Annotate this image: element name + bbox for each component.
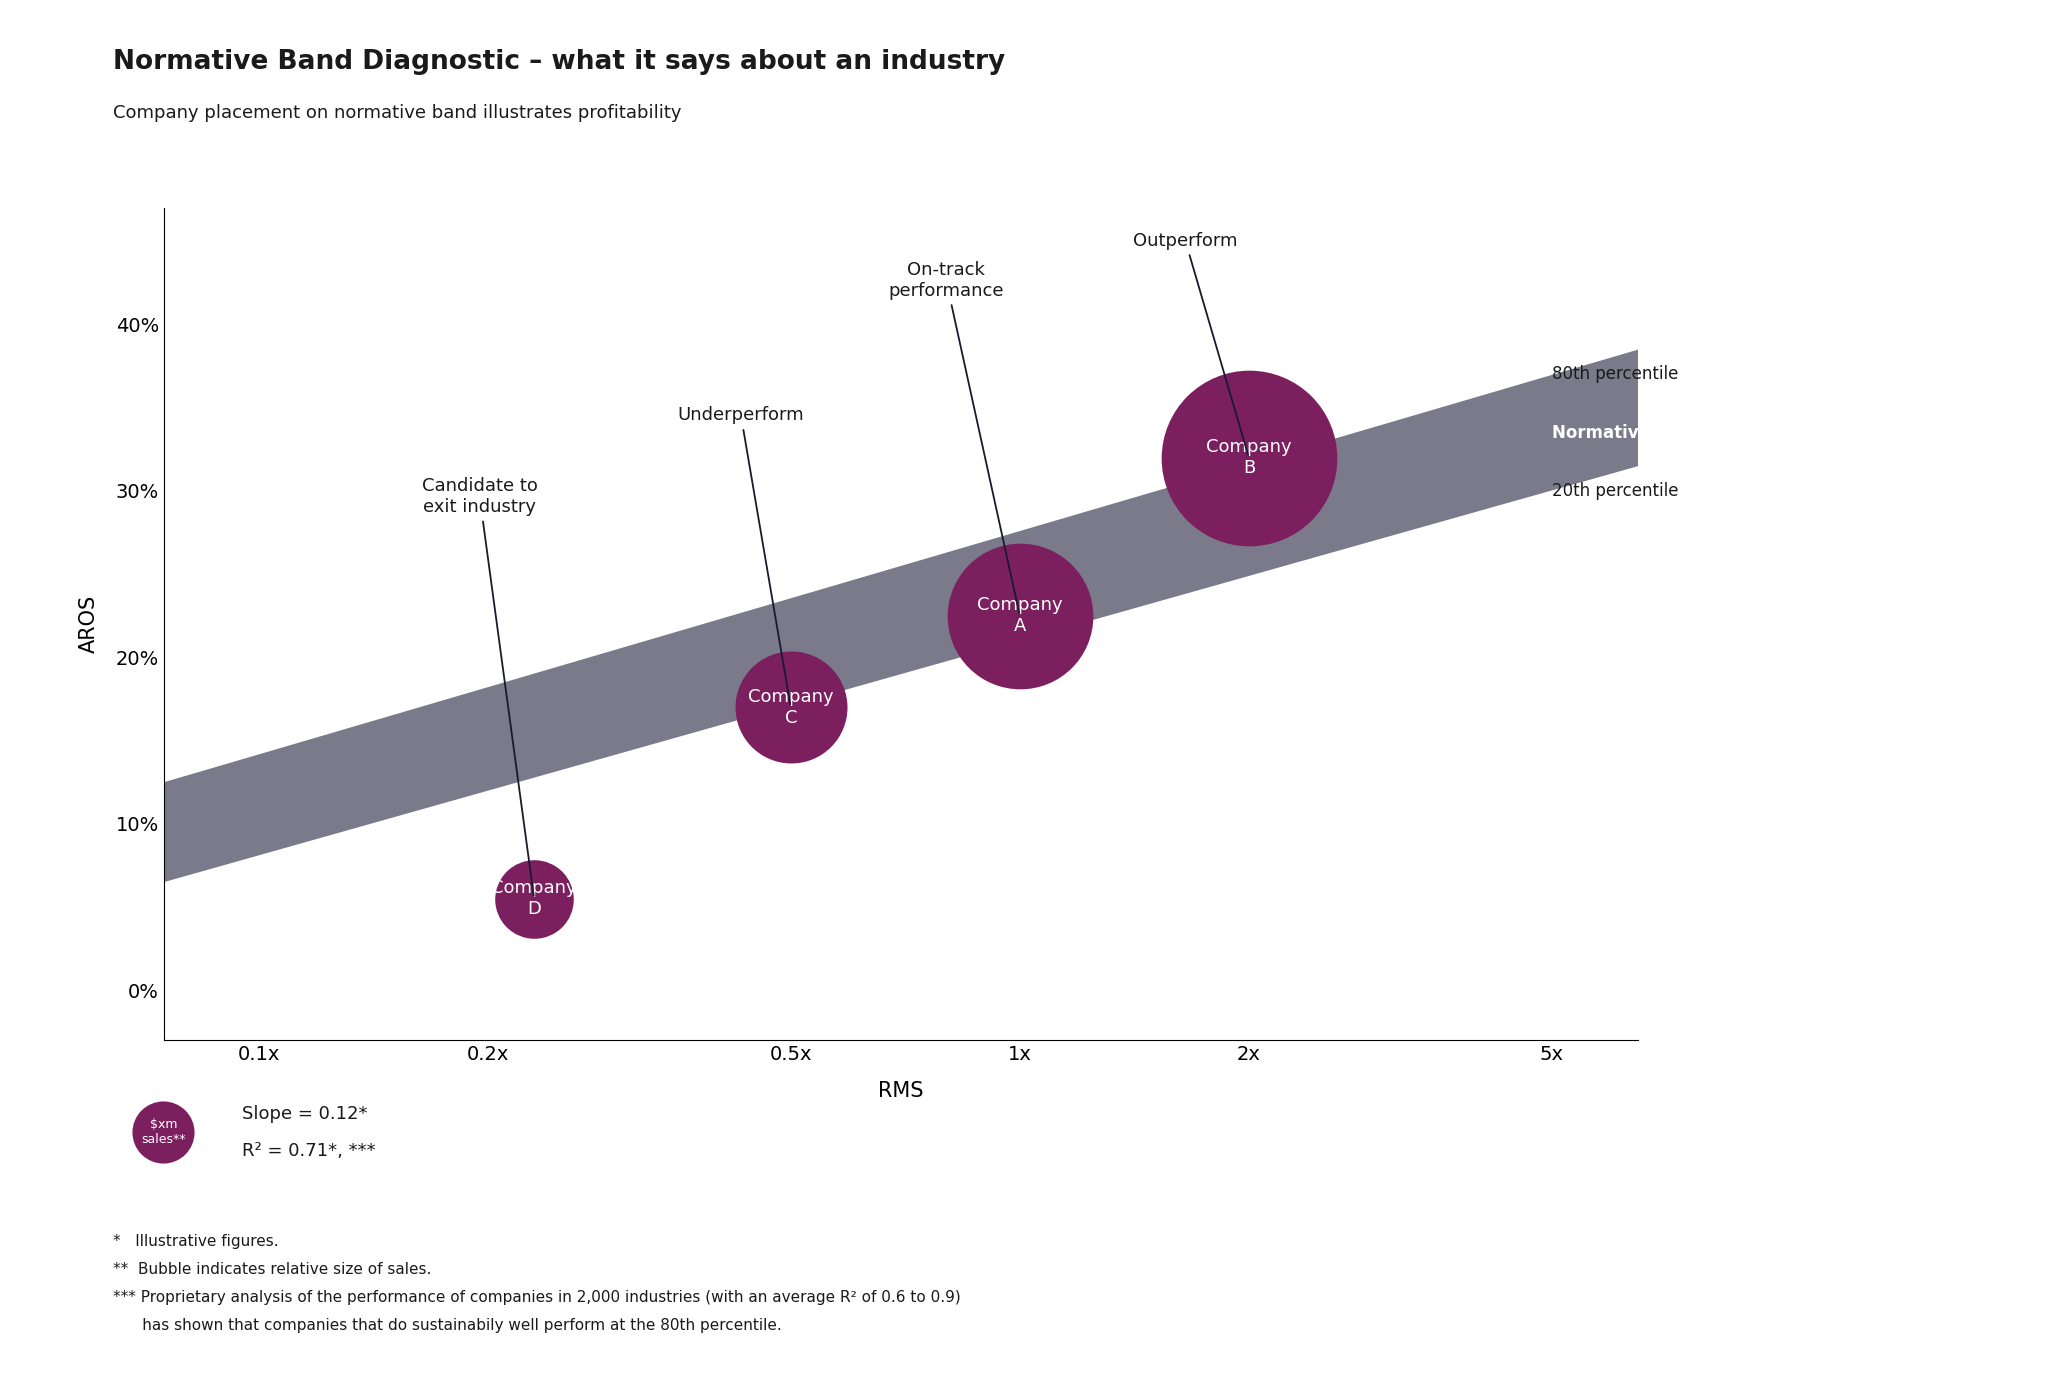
- Text: Normative Band Diagnostic – what it says about an industry: Normative Band Diagnostic – what it says…: [113, 49, 1006, 75]
- Text: On-track
performance: On-track performance: [889, 261, 1020, 613]
- Point: [1233, 447, 1266, 469]
- Text: Company
A: Company A: [977, 596, 1063, 635]
- Text: Slope = 0.12*: Slope = 0.12*: [242, 1105, 367, 1122]
- Point: [774, 696, 807, 718]
- Text: 20th percentile: 20th percentile: [1552, 483, 1677, 499]
- Text: Company
D: Company D: [492, 879, 578, 918]
- Text: Normative band: Normative band: [1552, 424, 1702, 441]
- Point: [147, 1121, 180, 1143]
- Text: Company
B: Company B: [1206, 438, 1292, 477]
- Text: Candidate to
exit industry: Candidate to exit industry: [422, 477, 537, 896]
- Y-axis label: AROS: AROS: [80, 595, 98, 653]
- Text: Outperform: Outperform: [1133, 232, 1247, 455]
- Text: R² = 0.71*, ***: R² = 0.71*, ***: [242, 1143, 375, 1160]
- Text: Company
C: Company C: [748, 688, 834, 727]
- Text: *   Illustrative figures.: * Illustrative figures.: [113, 1234, 279, 1250]
- X-axis label: RMS: RMS: [879, 1080, 924, 1101]
- Polygon shape: [164, 350, 1638, 882]
- Text: Underperform: Underperform: [678, 406, 805, 705]
- Point: [1004, 605, 1036, 627]
- Text: **  Bubble indicates relative size of sales.: ** Bubble indicates relative size of sal…: [113, 1262, 430, 1277]
- Text: $xm
sales**: $xm sales**: [141, 1118, 186, 1146]
- Text: 80th percentile: 80th percentile: [1552, 366, 1677, 383]
- Text: *** Proprietary analysis of the performance of companies in 2,000 industries (wi: *** Proprietary analysis of the performa…: [113, 1290, 961, 1305]
- Text: has shown that companies that do sustainabily well perform at the 80th percentil: has shown that companies that do sustain…: [113, 1318, 782, 1333]
- Point: [518, 888, 551, 910]
- Text: Company placement on normative band illustrates profitability: Company placement on normative band illu…: [113, 104, 682, 122]
